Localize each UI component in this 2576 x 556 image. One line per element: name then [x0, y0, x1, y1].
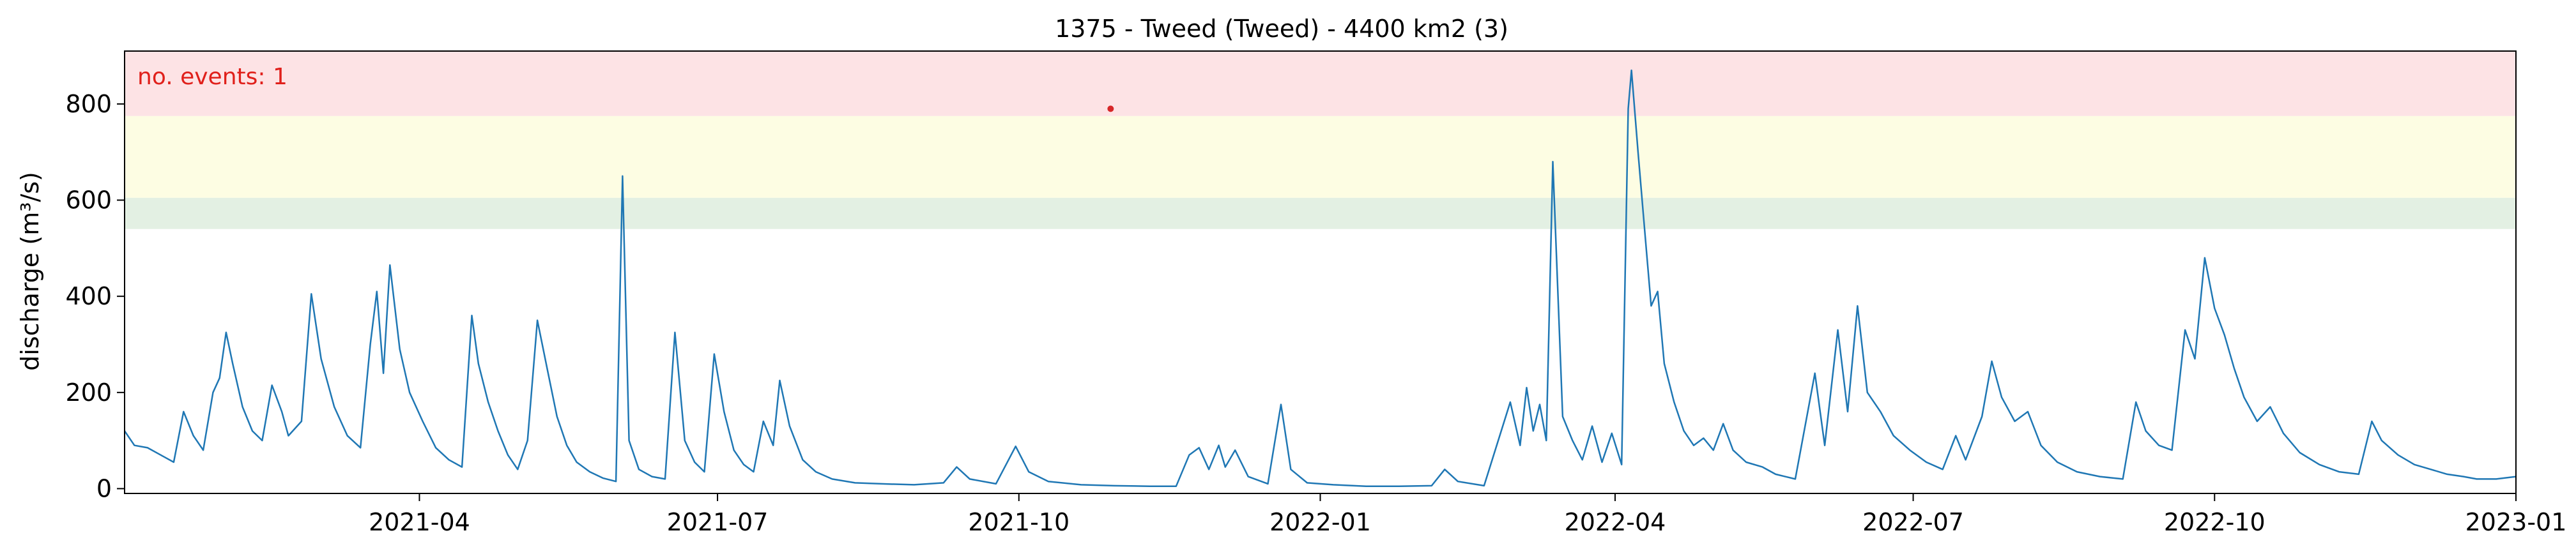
x-tick-label: 2023-01 — [2465, 508, 2567, 536]
threshold-band-1 — [125, 116, 2516, 198]
event-marker-0 — [1107, 105, 1114, 112]
x-axis: 2021-04 2021-07 2021-10 2022-01 2022-04 2022-… — [369, 493, 2566, 536]
y-tick-label: 0 — [96, 474, 112, 502]
x-tick-label: 2022-01 — [1269, 508, 1371, 536]
chart-title: 1375 - Tweed (Tweed) - 4400 km2 (3) — [1055, 15, 1508, 43]
x-tick-label: 2022-04 — [1565, 508, 1666, 536]
threshold-band-0 — [125, 197, 2516, 229]
x-tick-label: 2022-10 — [2164, 508, 2266, 536]
series-lines — [123, 69, 2517, 487]
y-tick-label: 800 — [65, 90, 112, 118]
y-axis-label: discharge (m³/s) — [16, 172, 44, 371]
threshold-band-2 — [125, 51, 2516, 116]
y-tick-label: 600 — [65, 186, 112, 214]
event-count-annotation: no. events: 1 — [137, 64, 288, 90]
y-axis: 0 200 400 600 800 — [65, 90, 125, 502]
discharge-series-line-0 — [123, 69, 2517, 487]
y-tick-label: 400 — [65, 282, 112, 310]
x-tick-label: 2022-07 — [1862, 508, 1964, 536]
y-tick-label: 200 — [65, 379, 112, 407]
x-tick-label: 2021-10 — [968, 508, 1070, 536]
x-tick-label: 2021-07 — [667, 508, 769, 536]
x-tick-label: 2021-04 — [369, 508, 470, 536]
event-markers — [1107, 105, 1114, 112]
threshold-bands — [125, 51, 2516, 229]
